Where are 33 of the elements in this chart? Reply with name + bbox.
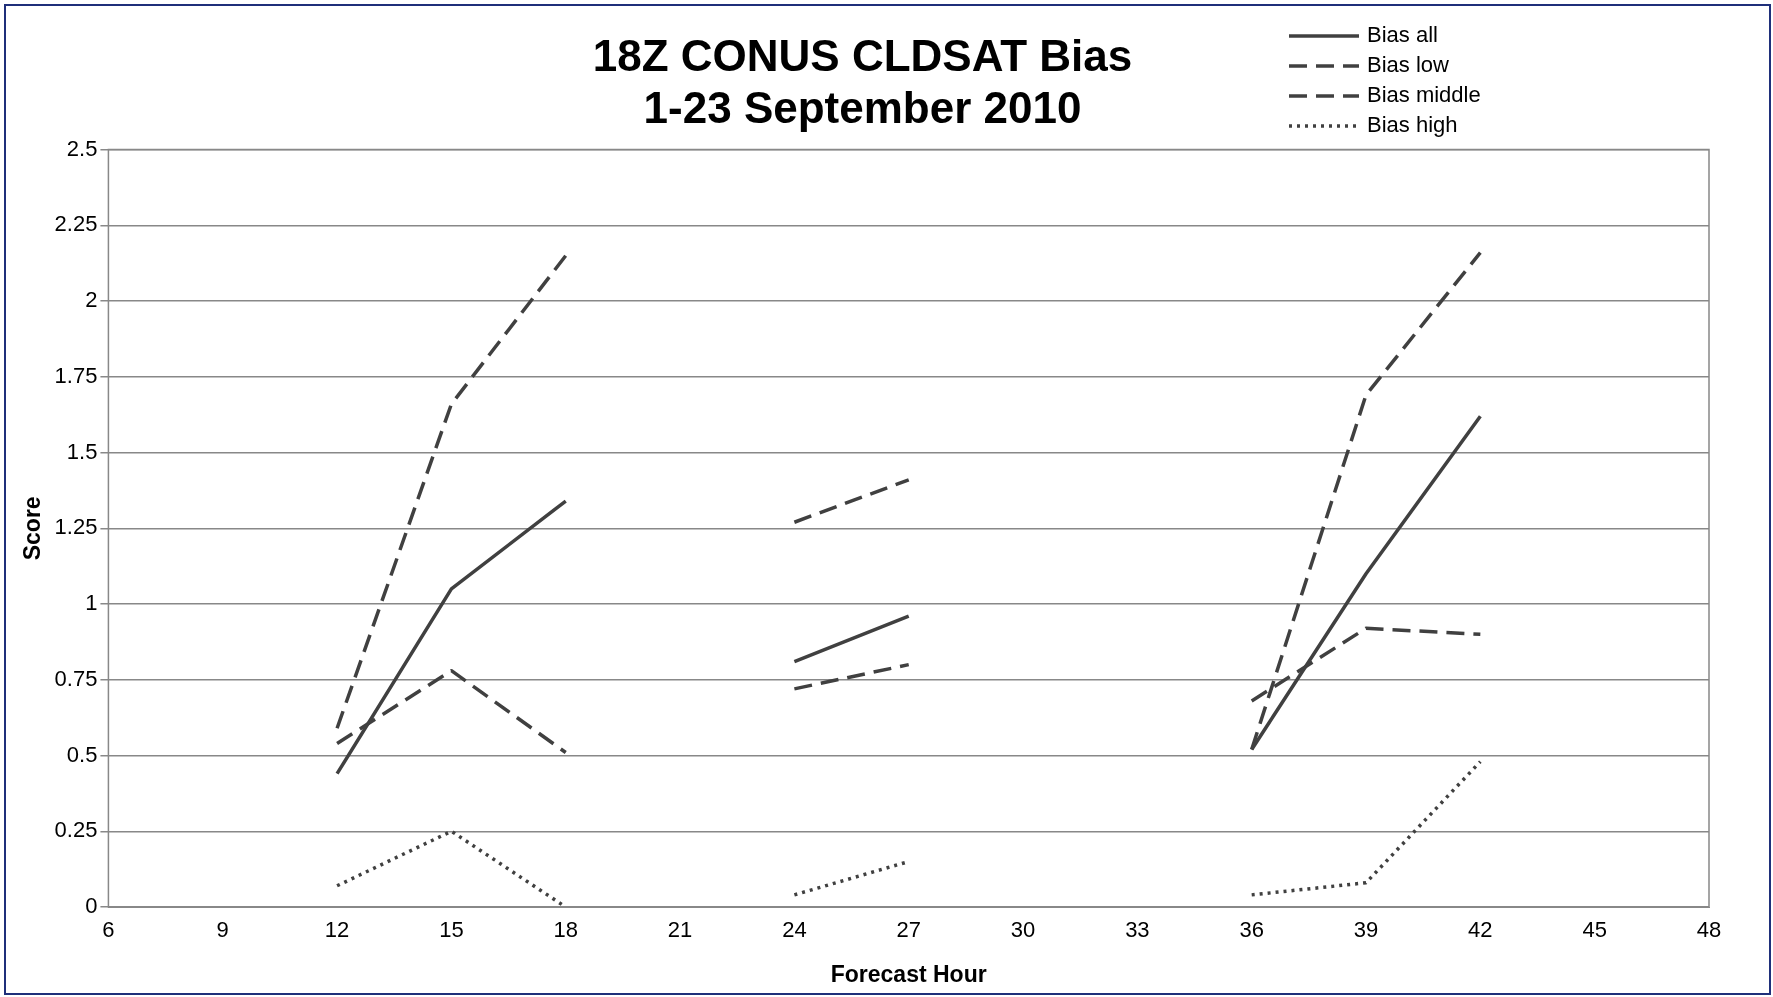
x-tick-label: 27 — [896, 917, 921, 943]
x-tick-label: 24 — [782, 917, 807, 943]
x-tick-label: 12 — [324, 917, 350, 943]
x-tick-label: 18 — [553, 917, 578, 943]
x-tick-label: 48 — [1696, 917, 1722, 943]
x-tick-label: 36 — [1239, 917, 1264, 943]
x-tick-label: 9 — [216, 917, 229, 943]
x-tick-label: 42 — [1468, 917, 1493, 943]
y-tick-label: 0.75 — [54, 665, 98, 691]
y-tick-label: 1.75 — [54, 362, 98, 388]
x-tick-label: 39 — [1353, 917, 1379, 943]
y-tick-label: 2 — [85, 287, 98, 313]
y-tick-label: 0 — [85, 893, 98, 919]
y-tick-label: 1.5 — [66, 438, 98, 464]
y-tick-label: 2.25 — [54, 211, 98, 237]
legend-label: Bias low — [1367, 52, 1450, 78]
legend-label: Bias high — [1367, 112, 1458, 138]
y-tick-label: 0.5 — [66, 741, 98, 767]
x-tick-label: 30 — [1010, 917, 1036, 943]
x-tick-label: 6 — [102, 917, 115, 943]
x-tick-label: 45 — [1582, 917, 1607, 943]
y-tick-label: 2.5 — [66, 135, 98, 161]
x-tick-label: 15 — [439, 917, 464, 943]
legend-label: Bias all — [1367, 22, 1438, 48]
y-axis-title: Score — [19, 496, 46, 561]
x-axis-title: Forecast Hour — [830, 960, 987, 987]
legend-label: Bias middle — [1367, 82, 1481, 108]
chart-title: 18Z CONUS CLDSAT Bias 1-23 September 2010 — [592, 30, 1133, 133]
y-tick-label: 1.25 — [54, 514, 98, 540]
y-tick-label: 0.25 — [54, 817, 98, 843]
y-tick-label: 1 — [85, 590, 98, 616]
x-tick-label: 21 — [667, 917, 693, 943]
x-tick-label: 33 — [1125, 917, 1150, 943]
